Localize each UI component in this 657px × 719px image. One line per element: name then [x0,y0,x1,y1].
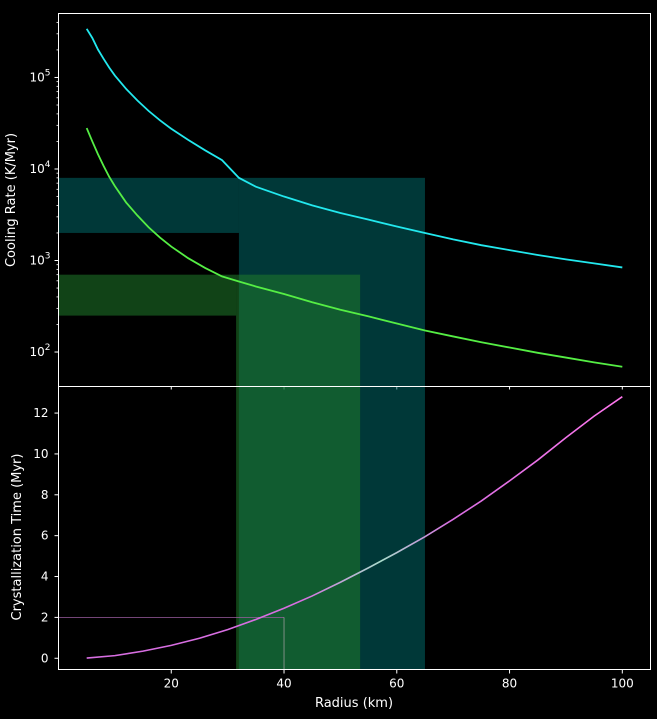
crystallization-time-panel: 0 2 4 6 8 10 12 20 40 60 80 100 Crystallization Ti… [10,386,651,711]
bottom-x-tick-label-4: 100 [611,677,634,691]
reference-lines [58,616,285,670]
top-y-tick-label-2: 104 [29,160,50,176]
top-y-tick-label-0: 102 [29,343,50,359]
bottom-y-tick-label-2: 4 [41,570,49,584]
top-y-tick-label-3: 105 [29,68,50,84]
top-y-tick-label-1: 103 [29,252,50,268]
bottom-y-ticks: 0 2 4 6 8 10 12 [33,406,59,665]
bottom-y-tick-label-1: 2 [41,610,49,624]
bottom-band-1 [236,386,361,670]
top-highlight-bands [58,177,425,387]
bottom-y-tick-label-5: 10 [33,447,48,461]
bottom-y-tick-label-3: 6 [41,529,49,543]
bottom-y-tick-label-0: 0 [41,651,49,665]
top-y-axis-label: Cooling Rate (K/Myr) [4,133,19,267]
bottom-x-ticks: 20 40 60 80 100 [164,669,634,691]
top-band-3 [236,274,361,387]
bottom-y-axis-label: Crystallization Time (Myr) [10,454,25,621]
top-band-0 [58,177,239,233]
bottom-highlight-bands [236,386,425,670]
bottom-x-tick-label-2: 60 [389,677,404,691]
bottom-series-lines [86,396,623,659]
top-band-2 [58,274,237,316]
cooling-rate-panel: 102 103 104 105 Cooling Rate (K/Myr) [4,13,651,390]
bottom-x-tick-label-1: 40 [276,677,291,691]
bottom-y-tick-label-4: 8 [41,488,49,502]
crystallization-time-line [86,396,623,659]
x-axis-label: Radius (km) [315,696,393,711]
bottom-y-tick-label-6: 12 [33,406,48,420]
top-series-line-1 [85,127,623,368]
bottom-x-tick-label-3: 80 [502,677,517,691]
top-series-lines [85,28,623,368]
bottom-x-tick-label-0: 20 [164,677,179,691]
top-series-line-0 [85,28,623,269]
bottom-axes-frame [58,386,651,670]
